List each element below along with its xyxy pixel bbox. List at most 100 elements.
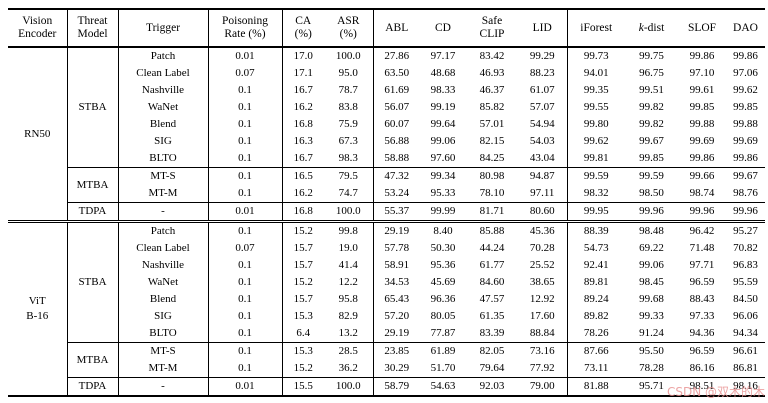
cell-cd: 51.70	[430, 362, 456, 374]
cell-iforest: 88.39	[567, 220, 625, 240]
table-row: ViT B-16 STBA Patch 0.1 15.2 99.8 29.19 8.40 85.…	[8, 220, 765, 396]
cell-abl: 56.88	[384, 135, 410, 147]
cell-threat-model: STBA	[67, 47, 119, 168]
cell-asr: 79.5	[324, 167, 374, 185]
cell-slof: 99.85	[689, 101, 715, 113]
cell-dao: 84.50	[733, 293, 758, 305]
cell-lid: 77.92	[518, 360, 568, 378]
cell-asr: 36.2	[324, 360, 374, 378]
cell-trigger: SIG	[118, 308, 209, 325]
cell-k-dist: 96.75	[639, 67, 664, 79]
table-row: SIG 0.1 16.3 67.3 56.88 99.06 82.15 54.03 99.62 9…	[8, 133, 765, 150]
cell-lid: 94.87	[518, 167, 568, 185]
cell-slof: 86.16	[689, 362, 715, 374]
cell-dao: 86.81	[733, 362, 758, 374]
cell-poisoning-rate: 0.1	[208, 133, 283, 150]
cell-ca: 17.0	[293, 50, 313, 62]
cell-k-dist: 98.50	[639, 187, 664, 199]
cell-cd: 97.17	[430, 50, 456, 62]
cell-abl: 58.91	[384, 259, 410, 271]
col-header-vision-encoder: Vision Encoder	[8, 8, 68, 48]
cell-safe-clip: 79.64	[479, 362, 505, 374]
table-row: TDPA -0.01 16.8 100.0 55.37 99.99 81.71 80.60 99…	[8, 202, 765, 222]
cell-iforest: 99.80	[583, 118, 609, 130]
cell-lid: 45.36	[518, 220, 568, 240]
cell-dao: 95.27	[726, 220, 765, 240]
cell-ca: 16.7	[293, 84, 313, 96]
cell-abl: 60.07	[384, 118, 410, 130]
cell-poisoning-rate: 0.1	[208, 325, 283, 343]
cell-k-dist: 99.67	[639, 135, 664, 147]
table-row: BLTO 0.1 16.7 98.3 58.88 97.60 84.25 43.04 99.81…	[8, 150, 765, 168]
cell-trigger: Blend	[118, 291, 209, 308]
col-header-slof: SLOF	[678, 8, 726, 48]
col-header-iforest: iForest	[567, 8, 625, 48]
cell-dao: 95.59	[733, 276, 758, 288]
cell-lid: 99.29	[518, 47, 568, 65]
cell-poisoning-rate: 0.01	[208, 377, 283, 396]
cell-iforest: 78.26	[583, 327, 609, 339]
cell-trigger: SIG	[118, 133, 209, 150]
cell-poisoning-rate: 0.1	[208, 167, 283, 185]
cell-abl: 30.29	[384, 362, 410, 374]
cell-poisoning-rate: 0.1	[208, 291, 283, 308]
cell-trigger: Nashville	[118, 257, 209, 274]
cell-abl: 65.43	[384, 293, 410, 305]
cell-ca: 15.2	[293, 276, 313, 288]
cell-iforest: 99.95	[567, 202, 625, 222]
cell-abl: 55.37	[373, 202, 420, 222]
cell-abl: 58.79	[373, 377, 420, 396]
cell-threat-model: STBA	[67, 220, 119, 343]
cell-trigger: BLTO	[118, 325, 209, 343]
cell-asr: 100.0	[324, 47, 374, 65]
cell-slof: 99.66	[678, 167, 726, 185]
cell-iforest: 92.41	[583, 259, 609, 271]
cell-safe-clip: 82.05	[466, 342, 518, 360]
col-header-k-dist: k-dist	[625, 8, 678, 48]
cell-cd: 99.34	[420, 167, 466, 185]
cell-k-dist: 91.24	[639, 327, 664, 339]
cell-abl: 27.86	[384, 50, 410, 62]
cell-trigger: WaNet	[118, 99, 209, 116]
cell-lid: 79.00	[518, 377, 568, 396]
cell-ca: 15.7	[293, 259, 313, 271]
cell-poisoning-rate: 0.1	[208, 274, 283, 291]
cell-cd: 80.05	[430, 310, 456, 322]
col-header-poisoning-rate: Poisoning Rate (%)	[208, 8, 283, 48]
cell-ca: 16.5	[282, 167, 324, 185]
cell-ca: 15.3	[293, 310, 313, 322]
cell-slof: 99.86	[689, 152, 715, 164]
cell-lid: 38.65	[518, 274, 568, 291]
cell-poisoning-rate: 0.1	[208, 99, 283, 116]
cell-iforest: 94.01	[583, 67, 609, 79]
header-row: Vision Encoder Threat Model Trigger Poisoni…	[8, 8, 765, 48]
cell-lid: 80.60	[518, 202, 568, 222]
cell-poisoning-rate: 0.01	[208, 47, 283, 65]
cell-lid: 70.28	[518, 240, 568, 257]
cell-safe-clip: 78.10	[479, 187, 505, 199]
table-body: RN50 STBA Patch 0.01 17.0 100.0 27.86 97.17 83.4…	[8, 47, 765, 396]
cell-lid: 54.94	[518, 116, 568, 133]
cell-asr: 95.0	[324, 65, 374, 82]
cell-asr: 28.5	[324, 342, 374, 360]
cell-cd: 50.30	[430, 242, 456, 254]
cell-cd: 98.33	[430, 84, 456, 96]
table-row: Blend 0.1 15.7 95.8 65.43 96.36 47.57 12.92 89.2…	[8, 291, 765, 308]
cell-slof: 96.42	[678, 220, 726, 240]
cell-safe-clip: 61.35	[479, 310, 505, 322]
cell-iforest: 99.62	[583, 135, 609, 147]
cell-k-dist: 99.59	[625, 167, 678, 185]
results-table: Vision Encoder Threat Model Trigger Poisoni…	[8, 8, 765, 397]
cell-asr: 95.8	[324, 291, 374, 308]
cell-k-dist: 69.22	[639, 242, 664, 254]
cell-ca: 17.1	[293, 67, 313, 79]
cell-slof: 88.43	[689, 293, 715, 305]
cell-safe-clip: 84.25	[479, 152, 505, 164]
cell-poisoning-rate: 0.1	[208, 82, 283, 99]
table-row: Clean Label 0.07 15.7 19.0 57.78 50.30 44.24 70…	[8, 240, 765, 257]
cell-poisoning-rate: 0.07	[208, 240, 283, 257]
cell-poisoning-rate: 0.1	[208, 185, 283, 203]
cell-dao: 99.86	[733, 50, 758, 62]
cell-dao: 96.83	[733, 259, 758, 271]
cell-cd: 97.60	[430, 152, 456, 164]
